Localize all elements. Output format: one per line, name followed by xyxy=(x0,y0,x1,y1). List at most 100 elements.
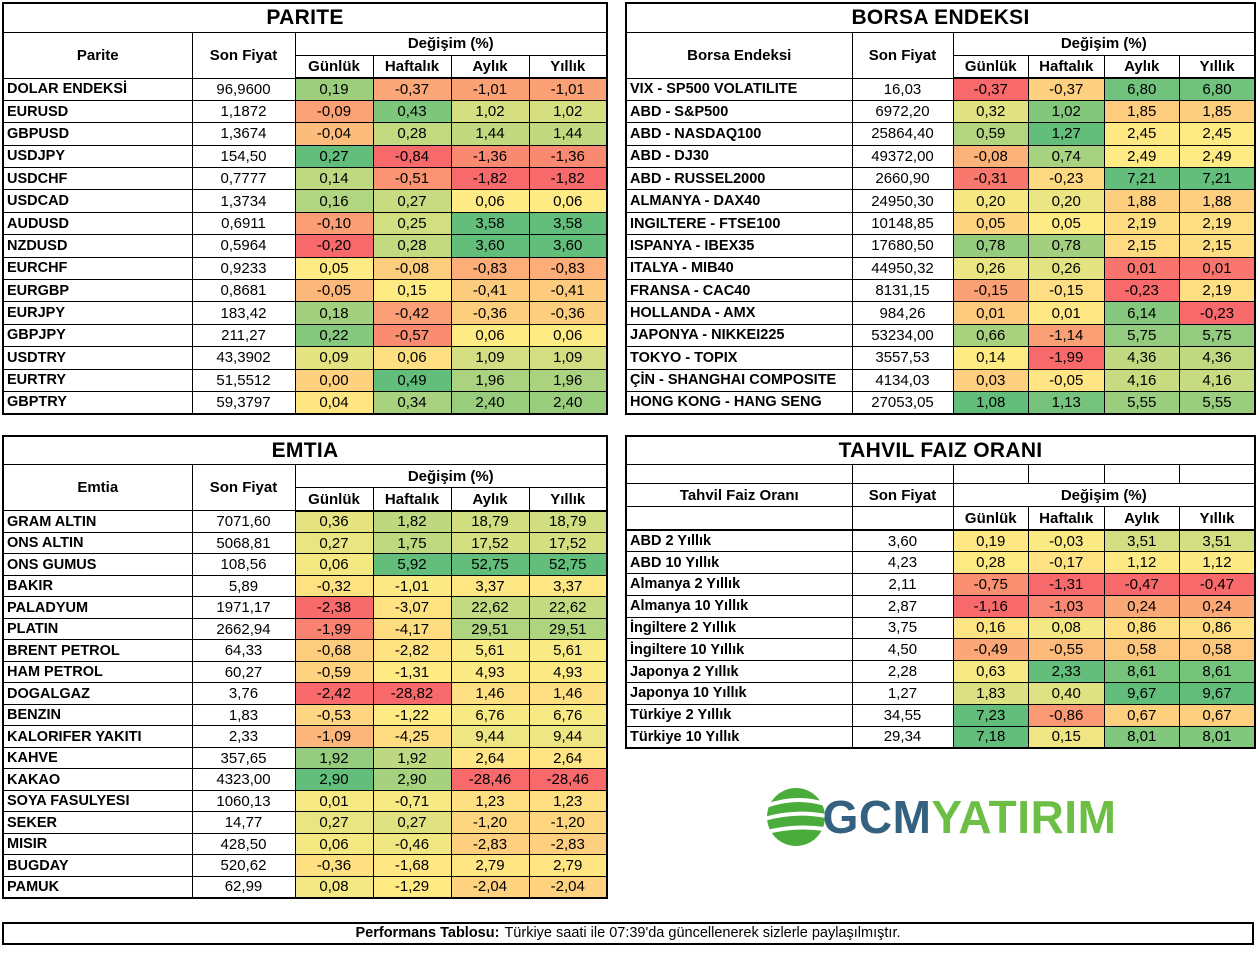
change-cell: -0,09 xyxy=(294,99,374,124)
change-group-header: Değişim (%) xyxy=(952,31,1256,56)
change-cell: 0,58 xyxy=(1179,638,1256,662)
change-cell: 1,88 xyxy=(1103,189,1180,213)
table-title-row: PARITE xyxy=(2,2,608,33)
change-cell: 22,62 xyxy=(528,596,608,619)
instrument-name-cell: Almanya 10 Yıllık xyxy=(625,594,853,618)
price-column-header: Son Fiyat xyxy=(191,31,296,79)
table-borsa: BORSA ENDEKSI Borsa Endeksi Son Fiyat Değiş… xyxy=(625,2,1256,415)
change-cell: -0,37 xyxy=(372,77,452,101)
price-cell: 34,55 xyxy=(851,703,954,727)
price-cell: 2,33 xyxy=(191,725,296,748)
table-row: DOGALGAZ 3,76 -2,42 -28,82 1,46 1,46 xyxy=(2,682,608,705)
change-cell: 1,44 xyxy=(528,122,608,146)
table-row: ABD - RUSSEL2000 2660,90 -0,31 -0,23 7,21 7,2… xyxy=(625,167,1256,191)
table-row: İngiltere 2 Yıllık 3,75 0,16 0,08 0,86 0,86 xyxy=(625,616,1256,640)
table-row: ONS ALTIN 5068,81 0,27 1,75 17,52 17,52 xyxy=(2,531,608,555)
change-cell: 1,82 xyxy=(372,510,452,533)
change-cell: 0,09 xyxy=(294,346,374,370)
change-cell: -0,47 xyxy=(1103,572,1180,596)
period-header: Günlük xyxy=(952,54,1029,79)
period-header: Aylık xyxy=(450,54,530,79)
change-cell: 5,75 xyxy=(1103,323,1180,348)
instrument-name-cell: TOKYO - TOPIX xyxy=(625,346,853,370)
instrument-name-cell: BRENT PETROL xyxy=(2,639,193,662)
price-cell: 4,50 xyxy=(851,638,954,662)
price-cell: 43,3902 xyxy=(191,346,296,370)
table-row: USDTRY 43,3902 0,09 0,06 1,09 1,09 xyxy=(2,346,608,370)
table-title-row: EMTIA xyxy=(2,435,608,466)
period-header: Haftalık xyxy=(1028,54,1105,79)
change-cell: 0,78 xyxy=(952,234,1029,258)
blank-cell xyxy=(851,464,954,485)
price-cell: 96,9600 xyxy=(191,77,296,101)
change-cell: -0,55 xyxy=(1028,638,1105,662)
change-cell: -2,83 xyxy=(528,832,608,856)
price-cell: 27053,05 xyxy=(851,390,954,415)
change-cell: 0,06 xyxy=(294,553,374,576)
table-row: EURGBP 0,8681 -0,05 0,15 -0,41 -0,41 xyxy=(2,279,608,303)
table-row: INGILTERE - FTSE100 10148,85 0,05 0,05 2,19 2… xyxy=(625,211,1256,236)
period-header: Günlük xyxy=(952,506,1029,531)
change-cell: -1,99 xyxy=(1028,346,1105,370)
change-cell: 0,16 xyxy=(294,189,374,213)
table-row: EURUSD 1,1872 -0,09 0,43 1,02 1,02 xyxy=(2,99,608,124)
table-row: Türkiye 10 Yıllık 29,34 7,18 0,15 8,01 8,01 xyxy=(625,725,1256,749)
table-row: Japonya 10 Yıllık 1,27 1,83 0,40 9,67 9,67 xyxy=(625,681,1256,705)
parite-table-slot: PARITE Parite Son Fiyat Değişim (%) Günlük Ha… xyxy=(2,2,609,415)
change-cell: -0,49 xyxy=(952,638,1029,662)
change-cell: -0,86 xyxy=(1028,703,1105,727)
table-row: ISPANYA - IBEX35 17680,50 0,78 0,78 2,15 2,15 xyxy=(625,234,1256,258)
price-column-header: Son Fiyat xyxy=(191,464,296,512)
change-cell: 0,40 xyxy=(1028,681,1105,705)
table-title: BORSA ENDEKSI xyxy=(625,2,1256,33)
change-cell: 4,36 xyxy=(1103,346,1180,370)
table-row: BENZIN 1,83 -0,53 -1,22 6,76 6,76 xyxy=(2,703,608,727)
change-cell: 4,16 xyxy=(1179,368,1256,392)
price-cell: 520,62 xyxy=(191,854,296,877)
instrument-name-cell: KAKAO xyxy=(2,768,193,791)
change-cell: 0,06 xyxy=(450,323,530,348)
right-column: BORSA ENDEKSI Borsa Endeksi Son Fiyat Değiş… xyxy=(625,2,1256,853)
change-cell: 0,06 xyxy=(450,189,530,213)
change-cell: -0,83 xyxy=(450,256,530,281)
instrument-name-cell: HOLLANDA - AMX xyxy=(625,301,853,325)
change-cell: 2,33 xyxy=(1028,660,1105,683)
logo-text-gcm: GCM xyxy=(822,790,932,843)
price-cell: 428,50 xyxy=(191,832,296,856)
instrument-name-cell: BAKIR xyxy=(2,574,193,598)
change-group-header: Değişim (%) xyxy=(294,464,608,489)
table-row: ABD - DJ30 49372,00 -0,08 0,74 2,49 2,49 xyxy=(625,144,1256,169)
change-cell: -28,46 xyxy=(450,768,530,791)
blank-cell xyxy=(1179,464,1256,485)
instrument-name-cell: DOLAR ENDEKSİ xyxy=(2,77,193,101)
table-row: GRAM ALTIN 7071,60 0,36 1,82 18,79 18,79 xyxy=(2,510,608,533)
change-cell: 1,85 xyxy=(1179,99,1256,124)
price-cell: 1,1872 xyxy=(191,99,296,124)
price-cell: 44950,32 xyxy=(851,256,954,281)
change-cell: 1,23 xyxy=(528,789,608,813)
gcm-yatirim-logo: GCM YATIRIM xyxy=(625,781,1254,853)
price-cell: 2,87 xyxy=(851,594,954,618)
instrument-name-cell: HAM PETROL xyxy=(2,660,193,684)
price-cell: 4,23 xyxy=(851,551,954,574)
instrument-name-cell: BUGDAY xyxy=(2,854,193,877)
period-header-row: Günlük Haftalık Aylık Yıllık xyxy=(3,54,608,79)
change-cell: 0,05 xyxy=(1028,211,1105,236)
change-cell: 4,93 xyxy=(450,660,530,684)
change-cell: -0,37 xyxy=(952,77,1029,101)
blank-cell xyxy=(952,464,1029,485)
table-row: EURCHF 0,9233 0,05 -0,08 -0,83 -0,83 xyxy=(2,256,608,281)
price-cell: 6972,20 xyxy=(851,99,954,124)
period-header: Yıllık xyxy=(1179,506,1256,531)
change-cell: -2,38 xyxy=(294,596,374,619)
change-cell: 8,01 xyxy=(1179,725,1256,749)
change-cell: 0,66 xyxy=(952,323,1029,348)
change-cell: -0,10 xyxy=(294,211,374,236)
change-cell: 7,21 xyxy=(1179,167,1256,191)
change-cell: 1,46 xyxy=(528,682,608,705)
table-row: PLATIN 2662,94 -1,99 -4,17 29,51 29,51 xyxy=(2,617,608,641)
price-cell: 154,50 xyxy=(191,144,296,169)
price-cell: 1971,17 xyxy=(191,596,296,619)
price-cell: 60,27 xyxy=(191,660,296,684)
table-row: Türkiye 2 Yıllık 34,55 7,23 -0,86 0,67 0,67 xyxy=(625,703,1256,727)
